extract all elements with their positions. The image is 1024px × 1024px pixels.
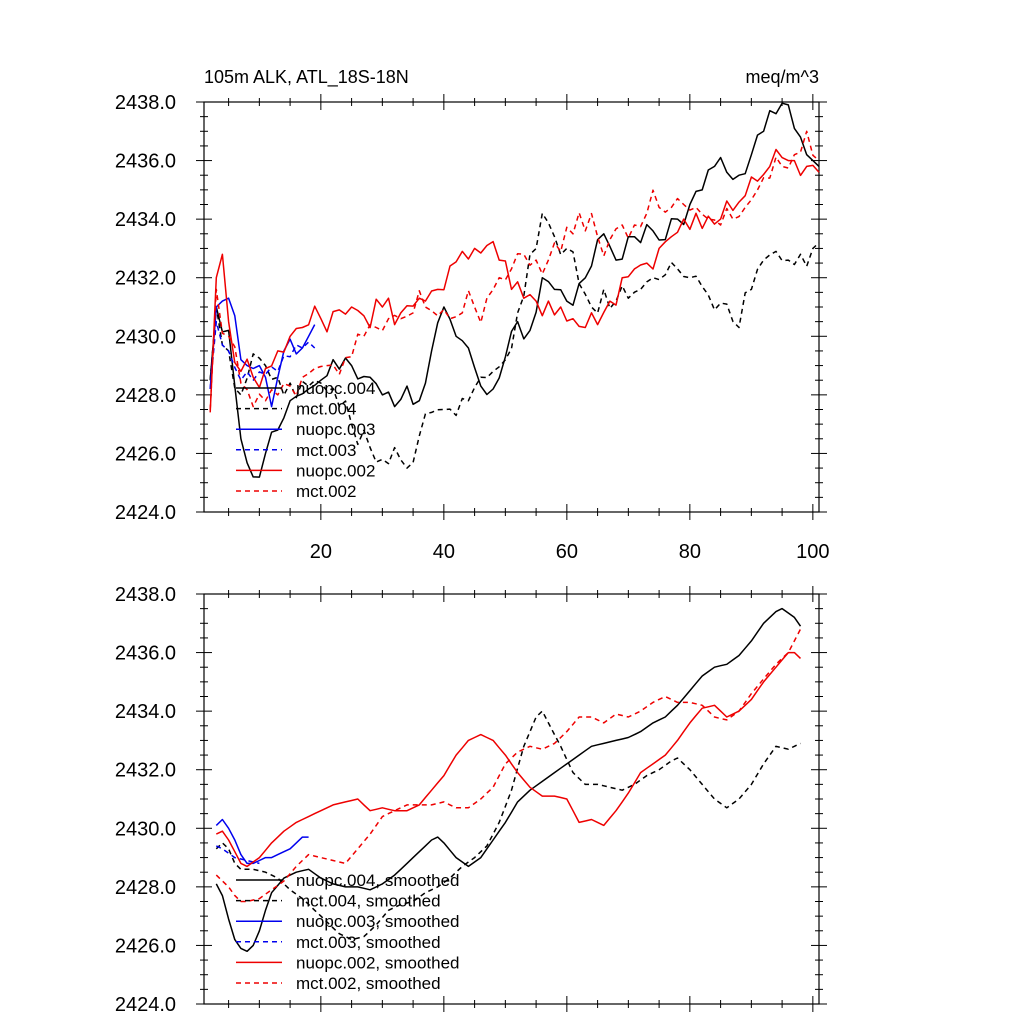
legend-label: nuopc.004, smoothed [296, 871, 460, 890]
series-line-mct-004 [209, 212, 820, 469]
legend-label: mct.003, smoothed [296, 933, 441, 952]
y-tick-label: 2430.0 [115, 326, 176, 348]
legend-label: nuopc.004 [296, 379, 375, 398]
x-tick-label: 100 [796, 541, 829, 563]
series-line-mct-003 [209, 320, 316, 390]
legend-label: nuopc.003 [296, 420, 375, 439]
y-tick-label: 2434.0 [115, 209, 176, 231]
series-line-mct-004-smoothed [215, 710, 801, 941]
x-tick-label: 40 [433, 541, 455, 563]
y-tick-label: 2424.0 [115, 502, 176, 524]
y-tick-label: 2430.0 [115, 818, 176, 840]
y-tick-label: 2426.0 [115, 443, 176, 465]
legend-label: nuopc.003, smoothed [296, 912, 460, 931]
y-tick-label: 2426.0 [115, 935, 176, 957]
x-tick-label: 60 [556, 541, 578, 563]
y-tick-label: 2428.0 [115, 877, 176, 899]
legend-label: mct.002 [296, 482, 356, 501]
legend-label: mct.002, smoothed [296, 974, 441, 993]
series-line-mct-003-smoothed [215, 845, 260, 865]
series-line-nuopc-002-smoothed [215, 651, 802, 868]
legend-label: mct.003 [296, 441, 356, 460]
series-line-nuopc-003 [209, 297, 316, 408]
series-line-mct-002 [209, 130, 820, 410]
legend-label: mct.004, smoothed [296, 892, 441, 911]
series-line-nuopc-002 [209, 148, 820, 413]
series-line-nuopc-003-smoothed [215, 818, 309, 865]
y-tick-label: 2434.0 [115, 701, 176, 723]
y-tick-label: 2428.0 [115, 385, 176, 407]
series-line-mct-002-smoothed [215, 628, 802, 903]
units-label: meq/m^3 [746, 67, 819, 87]
legend-label: mct.004 [296, 400, 356, 419]
legend-label: nuopc.002 [296, 461, 375, 480]
legend-label: nuopc.002, smoothed [296, 953, 460, 972]
y-tick-label: 2436.0 [115, 151, 176, 173]
chart-title: 105m ALK, ATL_18S-18N [204, 67, 409, 88]
y-tick-label: 2438.0 [115, 92, 176, 114]
y-tick-label: 2432.0 [115, 268, 176, 290]
x-tick-label: 80 [679, 541, 701, 563]
y-tick-label: 2424.0 [115, 994, 176, 1016]
top-panel: 20 40 60 80 100 2424.0 2426.0 2428.0 2430.0 2432.… [115, 67, 830, 563]
y-tick-label: 2436.0 [115, 643, 176, 665]
series-line-nuopc-004-smoothed [215, 607, 802, 953]
y-tick-label: 2438.0 [115, 584, 176, 606]
y-tick-label: 2432.0 [115, 760, 176, 782]
x-tick-label: 20 [310, 541, 332, 563]
bottom-panel: 2424.0 2426.0 2428.0 2430.0 2432.0 2434.0 2436… [115, 584, 827, 1016]
